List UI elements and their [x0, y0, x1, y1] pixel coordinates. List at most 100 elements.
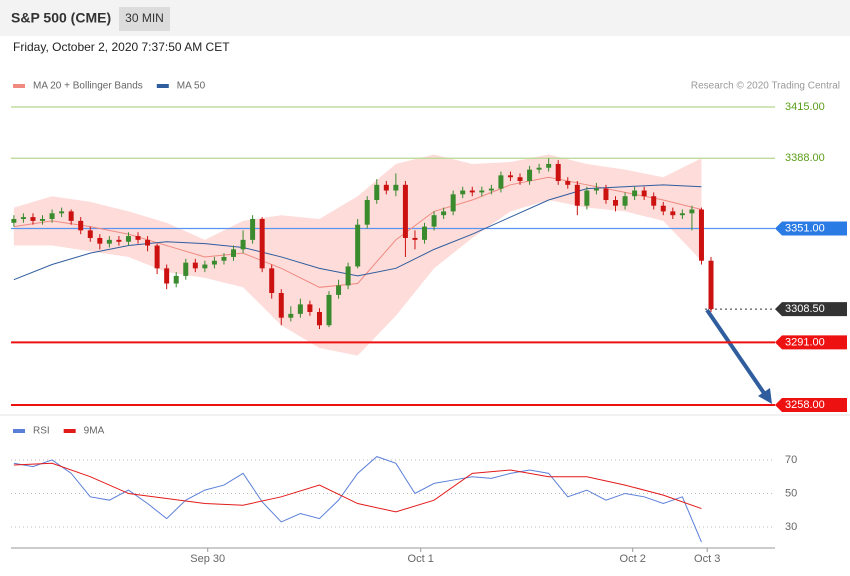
y-tick-label: 30	[785, 521, 797, 533]
candle-body	[660, 205, 666, 212]
candle-body	[259, 218, 265, 269]
candle-body	[145, 239, 151, 246]
level-label-box	[775, 335, 847, 350]
candle-body	[536, 167, 542, 170]
candle-body	[431, 215, 437, 227]
level-label-box	[775, 221, 847, 236]
candle-body	[613, 200, 619, 206]
x-tick-label: Oct 3	[694, 553, 720, 565]
series-line	[13, 456, 702, 543]
x-tick-label: Oct 1	[408, 553, 434, 565]
candle-body	[20, 217, 26, 219]
candle-body	[698, 209, 704, 261]
candle-body	[469, 190, 475, 193]
candle-body	[231, 249, 237, 257]
candle-body	[135, 236, 141, 240]
candle-body	[164, 268, 170, 284]
candle-body	[584, 190, 590, 206]
candle-body	[202, 264, 208, 269]
candle-body	[651, 196, 657, 206]
candle-body	[517, 177, 523, 182]
candle-body	[488, 188, 494, 191]
candle-body	[479, 190, 485, 193]
x-tick-label: Oct 2	[620, 553, 646, 565]
x-tick-label: Sep 30	[190, 553, 225, 565]
candle-body	[527, 169, 533, 182]
candle-body	[307, 304, 313, 312]
legend-label: MA 50	[177, 81, 206, 92]
candle-body	[278, 293, 284, 318]
candle-body	[593, 188, 599, 191]
candle-body	[422, 226, 428, 240]
candle-body	[441, 211, 447, 216]
candle-body	[11, 218, 17, 223]
candle-body	[250, 218, 256, 240]
legend-swatch	[63, 429, 76, 433]
candle-body	[632, 190, 638, 197]
candle-body	[679, 213, 685, 216]
candle-body	[297, 304, 303, 314]
candle-body	[364, 200, 370, 225]
timestamp: Friday, October 2, 2020 7:37:50 AM CET	[13, 40, 230, 54]
candle-body	[402, 184, 408, 238]
instrument-title: S&P 500 (CME)	[11, 10, 111, 26]
candle-body	[383, 184, 389, 191]
candle-body	[670, 211, 676, 216]
legend-label: RSI	[33, 426, 50, 437]
candle-body	[316, 311, 322, 326]
candle-body	[173, 275, 179, 284]
level-label: 3351.00	[785, 222, 825, 234]
candle-body	[336, 285, 342, 295]
candle-body	[221, 256, 227, 261]
candle-body	[450, 194, 456, 212]
level-label: 3415.00	[785, 101, 825, 113]
interval[interactable]: 30 MIN	[125, 11, 164, 25]
y-tick-label: 70	[785, 454, 797, 466]
legend-swatch	[13, 429, 25, 433]
candle-body	[507, 175, 513, 178]
credit: Research © 2020 Trading Central	[691, 81, 840, 92]
candle-body	[374, 184, 380, 201]
legend-swatch	[156, 84, 169, 88]
level-label-box	[775, 302, 847, 317]
candle-body	[641, 190, 647, 197]
candle-body	[546, 163, 552, 168]
candle-body	[125, 236, 131, 242]
level-label: 3308.50	[785, 303, 825, 315]
forecast-arrow-head	[758, 388, 772, 404]
candle-body	[59, 211, 65, 214]
candle-body	[498, 175, 504, 189]
candle-body	[555, 163, 561, 182]
candle-body	[288, 313, 294, 318]
legend-label: MA 20 + Bollinger Bands	[33, 81, 143, 92]
level-label-box	[775, 397, 847, 412]
candle-body	[345, 266, 351, 286]
candle-body	[68, 211, 74, 221]
candle-body	[30, 217, 36, 221]
candle-body	[393, 184, 399, 191]
legend-label: 9MA	[84, 426, 105, 437]
candle-body	[412, 237, 418, 240]
candle-body	[211, 260, 217, 265]
candle-body	[240, 239, 246, 250]
candle-body	[97, 237, 103, 244]
legend-swatch	[13, 84, 25, 88]
candle-body	[192, 262, 198, 269]
candle-body	[154, 245, 160, 269]
candle-body	[78, 220, 84, 231]
interval-badge[interactable]	[119, 7, 170, 31]
level-label: 3291.00	[785, 336, 825, 348]
series-line	[13, 462, 702, 513]
candle-body	[460, 190, 466, 195]
candle-body	[183, 262, 189, 276]
candle-body	[40, 218, 46, 221]
candle-body	[106, 239, 112, 244]
candle-body	[565, 181, 571, 185]
candle-body	[603, 188, 609, 201]
candle-body	[574, 184, 580, 206]
candle-body	[49, 213, 55, 219]
candle-body	[708, 260, 714, 310]
y-tick-label: 50	[785, 487, 797, 499]
